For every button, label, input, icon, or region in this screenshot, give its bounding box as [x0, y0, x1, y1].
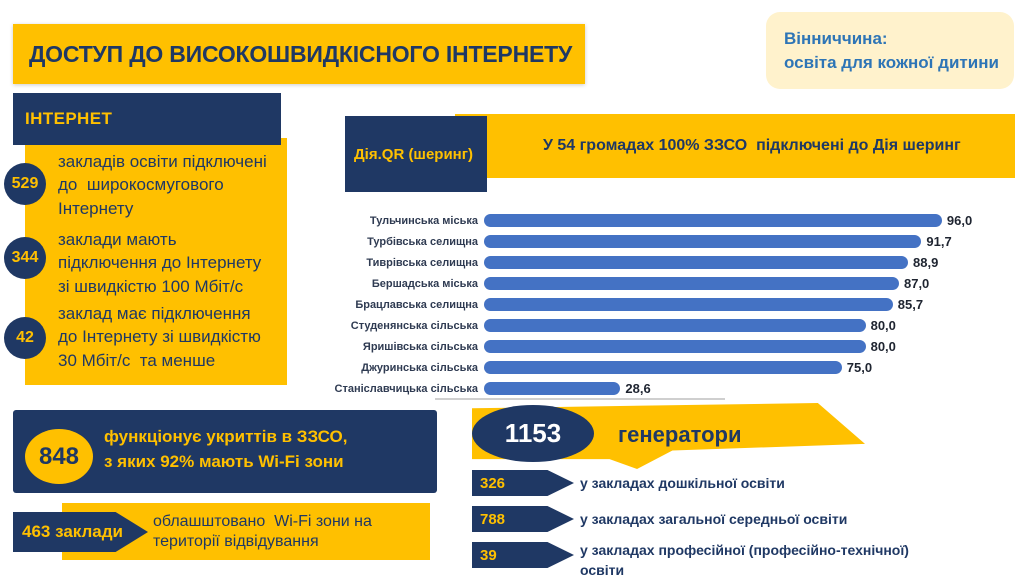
shelters-count-badge: 848: [25, 429, 93, 484]
generators-vocational-label: у закладах професійної (професійно-техні…: [580, 542, 909, 576]
chart-bar: [484, 298, 893, 311]
chart-track: 91,7: [484, 234, 961, 249]
generators-vocational-count: 39: [480, 546, 497, 564]
chart-row: Станіславчицька сільська 28,6: [333, 378, 1013, 399]
internet-section-title: ІНТЕРНЕТ: [25, 109, 113, 128]
chart-bar: [484, 256, 909, 269]
internet-stats-panel: [25, 138, 287, 385]
chart-row: Турбівська селищна 91,7: [333, 231, 1013, 252]
chart-category-label: Яришівська сільська: [362, 340, 478, 353]
chart-track: 75,0: [484, 360, 961, 375]
chart-bar: [484, 340, 866, 353]
chart-row: Тиврівська селищна 88,9: [333, 252, 1013, 273]
chart-value-label: 80,0: [870, 318, 896, 333]
hromada-bar-chart: Тульчинська міська 96,0 Турбівська селищна…: [333, 210, 1013, 399]
chart-track: 80,0: [484, 339, 961, 354]
chart-value-label: 91,7: [926, 234, 952, 249]
chart-value-label: 85,7: [897, 297, 924, 312]
chart-category-label: Тиврівська селищна: [366, 256, 478, 269]
chart-row: Тульчинська міська 96,0: [333, 210, 1013, 231]
chart-value-label: 87,0: [903, 276, 930, 291]
diia-sharing-banner: У 54 громадах 100% ЗЗСО підключені до Ді…: [455, 114, 1015, 178]
chart-bar: [484, 235, 922, 248]
shelters-text: функціонує укриттів в ЗЗСО, з яких 92% м…: [104, 427, 348, 471]
brand-badge: Вінниччина: освіта для кожної дитини: [766, 12, 1014, 89]
diia-qr-label-box: Дія.QR (шеринг): [345, 116, 487, 192]
chart-row: Студенянська сільська 80,0: [333, 315, 1013, 336]
generators-secondary-arrow: 788: [472, 506, 574, 532]
chart-value-label: 80,0: [870, 339, 896, 354]
chart-category-label: Бершадська міська: [371, 277, 478, 290]
chart-category-label: Брацлавська селищна: [355, 298, 478, 311]
chart-row: Яришівська сільська 80,0: [333, 336, 1013, 357]
chart-bar: [484, 277, 899, 290]
chart-bar: [484, 214, 942, 227]
chart-value-label: 88,9: [913, 255, 939, 270]
chart-track: 87,0: [484, 276, 961, 291]
internet-section-header: ІНТЕРНЕТ: [13, 93, 281, 145]
chart-value-label: 28,6: [625, 381, 651, 396]
generators-preschool-arrow: 326: [472, 470, 574, 496]
wifi-zones-text: облашштовано Wi-Fi зони на території від…: [153, 512, 372, 550]
page-title-text: ДОСТУП ДО ВИСОКОШВИДКІСНОГО ІНТЕРНЕТУ: [29, 40, 573, 67]
chart-value-label: 96,0: [946, 213, 973, 228]
chart-row: Брацлавська селищна 85,7: [333, 294, 1013, 315]
chart-bar: [484, 382, 621, 395]
chart-track: 80,0: [484, 318, 961, 333]
generators-preschool-count: 326: [480, 474, 506, 492]
stat-circle-100mbit: 344: [4, 237, 46, 279]
stat-circle-connected: 529: [4, 163, 46, 205]
wifi-zones-count-arrow: 463 заклади: [13, 512, 148, 552]
chart-category-label: Станіславчицька сільська: [334, 382, 479, 395]
chart-track: 28,6: [484, 381, 961, 396]
chart-category-label: Турбівська селищна: [367, 235, 478, 248]
diia-sharing-banner-text: У 54 громадах 100% ЗЗСО підключені до Ді…: [543, 137, 961, 154]
wifi-zones-count: 463 заклади: [22, 522, 123, 541]
chart-track: 85,7: [484, 297, 961, 312]
diia-qr-label: Дія.QR (шеринг): [354, 145, 473, 163]
generators-preschool-label: у закладах дошкільної освіти: [580, 475, 785, 491]
generators-count-badge: 1153: [472, 405, 594, 462]
chart-bar: [484, 319, 866, 332]
page-title: ДОСТУП ДО ВИСОКОШВИДКІСНОГО ІНТЕРНЕТУ: [13, 24, 585, 84]
stat-text-30mbit: заклад має підключення до Інтернету зі ш…: [58, 304, 261, 370]
brand-text: Вінниччина: освіта для кожної дитини: [784, 28, 999, 72]
chart-axis-line: [435, 398, 725, 400]
stat-text-connected: закладів освіти підключені до широкосмуг…: [58, 152, 267, 218]
chart-row: Джуринська сільська 75,0: [333, 357, 1013, 378]
chart-track: 96,0: [484, 213, 972, 228]
chart-category-label: Тульчинська міська: [369, 214, 478, 227]
chart-category-label: Студенянська сільська: [350, 319, 478, 332]
stat-circle-30mbit: 42: [4, 317, 46, 359]
generators-vocational-arrow: 39: [472, 542, 574, 568]
generators-secondary-label: у закладах загальної середньої освіти: [580, 511, 848, 527]
chart-category-label: Джуринська сільська: [361, 361, 478, 374]
chart-track: 88,9: [484, 255, 961, 270]
chart-value-label: 75,0: [846, 360, 873, 375]
chart-row: Бершадська міська 87,0: [333, 273, 1013, 294]
generators-title: генератори: [618, 422, 742, 447]
chart-bar: [484, 361, 842, 374]
generators-secondary-count: 788: [480, 510, 506, 528]
stat-text-100mbit: заклади мають підключення до Інтернету з…: [58, 230, 262, 296]
